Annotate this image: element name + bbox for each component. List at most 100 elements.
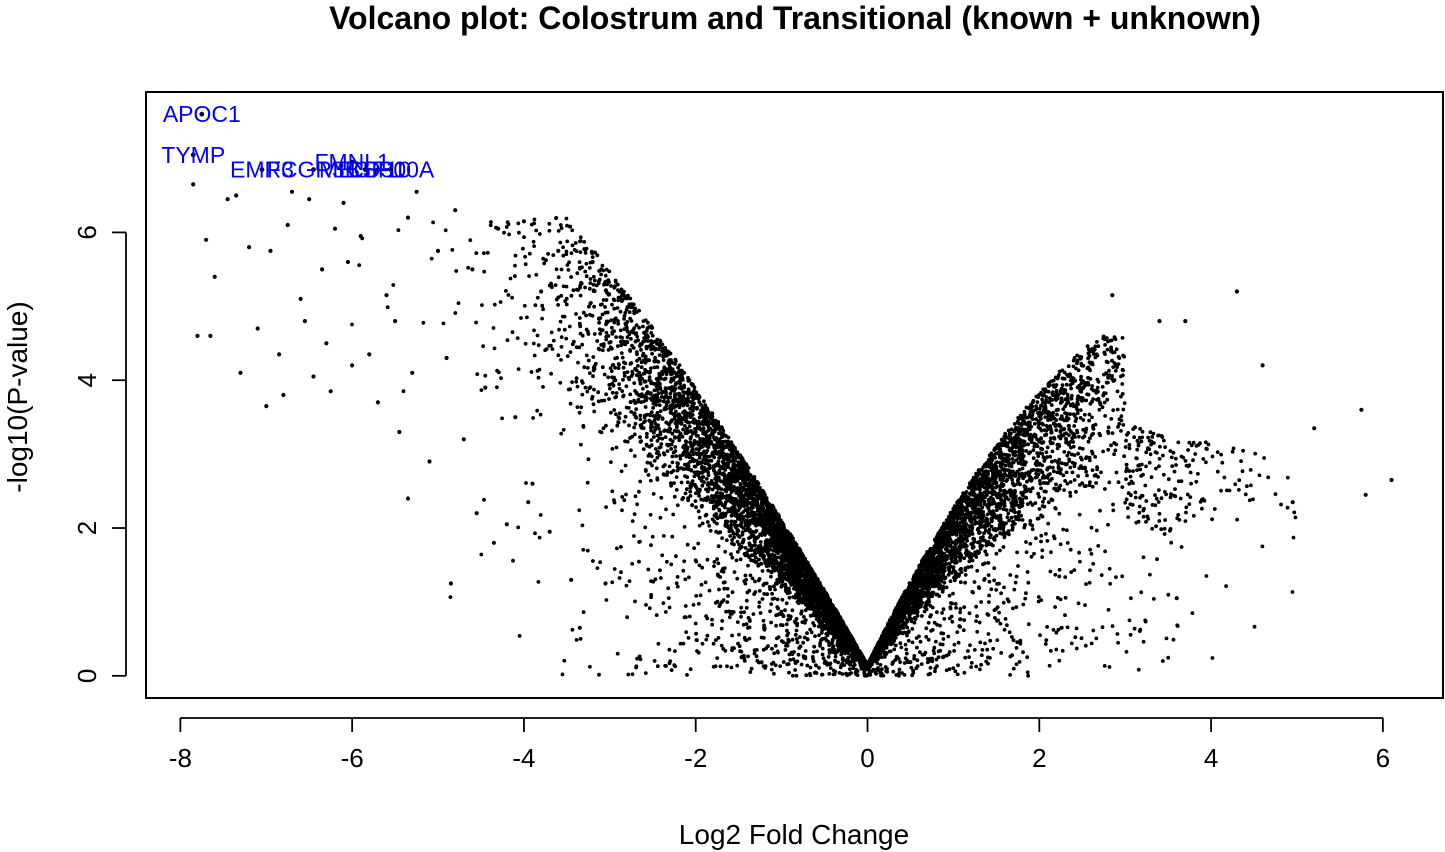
data-point xyxy=(643,525,648,530)
data-point xyxy=(711,641,716,646)
data-point xyxy=(719,626,724,631)
data-point xyxy=(578,293,583,298)
data-point xyxy=(729,665,734,670)
data-point xyxy=(740,540,745,545)
data-point xyxy=(893,658,898,662)
data-point xyxy=(773,587,777,592)
data-point xyxy=(479,552,484,557)
data-point xyxy=(739,605,744,610)
data-point xyxy=(531,341,536,346)
data-point xyxy=(1106,380,1110,385)
data-point xyxy=(599,272,603,277)
data-point xyxy=(584,313,588,318)
data-point xyxy=(1115,389,1120,394)
data-point xyxy=(621,393,626,398)
data-point xyxy=(1028,541,1033,546)
data-point xyxy=(659,442,664,446)
data-point xyxy=(1086,365,1091,370)
data-point xyxy=(924,635,929,639)
data-point xyxy=(667,426,672,431)
data-point xyxy=(669,668,674,672)
data-point xyxy=(930,628,935,632)
data-point xyxy=(1113,368,1118,373)
data-point xyxy=(1155,451,1159,455)
data-point xyxy=(1219,452,1223,457)
data-point xyxy=(1089,552,1094,556)
data-point xyxy=(705,520,710,524)
data-point xyxy=(579,405,584,410)
data-point xyxy=(888,649,893,654)
data-point xyxy=(513,253,518,258)
data-point xyxy=(682,525,687,529)
data-point xyxy=(603,305,607,309)
data-point xyxy=(613,395,618,400)
data-point xyxy=(1043,415,1048,420)
data-point xyxy=(610,580,615,585)
data-point xyxy=(540,303,545,308)
data-point xyxy=(578,235,583,240)
data-point xyxy=(639,365,644,370)
data-point xyxy=(787,595,792,600)
data-point xyxy=(1158,444,1162,449)
data-point xyxy=(591,282,596,287)
data-point xyxy=(448,595,453,599)
data-point xyxy=(1162,438,1166,443)
data-point xyxy=(401,389,406,394)
data-point xyxy=(485,250,490,255)
data-point xyxy=(1183,519,1188,523)
data-point xyxy=(1045,539,1050,543)
data-point xyxy=(915,645,919,650)
data-point xyxy=(717,507,722,512)
data-point xyxy=(587,266,592,270)
data-point xyxy=(1052,469,1056,474)
data-point xyxy=(632,432,637,437)
data-point xyxy=(747,588,752,593)
data-point xyxy=(712,564,716,568)
data-point xyxy=(954,606,958,610)
data-point xyxy=(1025,655,1030,660)
data-point xyxy=(766,568,771,573)
data-point xyxy=(1159,527,1164,532)
data-point xyxy=(717,587,721,592)
data-point xyxy=(694,594,699,598)
data-point xyxy=(546,252,550,256)
data-point xyxy=(1103,549,1107,554)
data-point xyxy=(577,260,582,264)
data-point xyxy=(583,269,588,274)
data-point xyxy=(704,434,709,438)
data-point xyxy=(1204,574,1209,578)
data-point xyxy=(1090,484,1095,489)
data-point xyxy=(635,373,639,378)
data-point xyxy=(1053,605,1057,609)
data-point xyxy=(1102,664,1107,668)
data-point xyxy=(650,398,654,402)
data-point xyxy=(504,225,509,229)
data-point xyxy=(730,541,734,546)
data-point xyxy=(588,281,593,285)
data-point xyxy=(1157,456,1162,461)
data-point xyxy=(993,616,997,620)
data-point xyxy=(649,543,653,548)
data-point xyxy=(1064,462,1068,467)
data-point xyxy=(1173,487,1177,491)
data-point xyxy=(1054,482,1058,487)
data-point xyxy=(1086,439,1091,444)
data-point xyxy=(778,664,783,668)
data-point xyxy=(802,635,807,640)
data-point xyxy=(1293,515,1298,520)
data-point xyxy=(565,239,570,244)
data-point xyxy=(538,513,543,517)
data-point xyxy=(1075,428,1079,433)
data-point xyxy=(592,409,597,414)
data-point xyxy=(617,382,621,386)
data-point xyxy=(880,655,884,660)
data-point xyxy=(710,617,714,622)
data-point xyxy=(1094,528,1099,533)
data-point xyxy=(1074,489,1078,494)
data-point xyxy=(1026,580,1031,585)
data-point xyxy=(577,508,582,513)
data-point xyxy=(953,602,958,606)
data-point xyxy=(1040,397,1044,402)
data-point xyxy=(665,559,669,564)
